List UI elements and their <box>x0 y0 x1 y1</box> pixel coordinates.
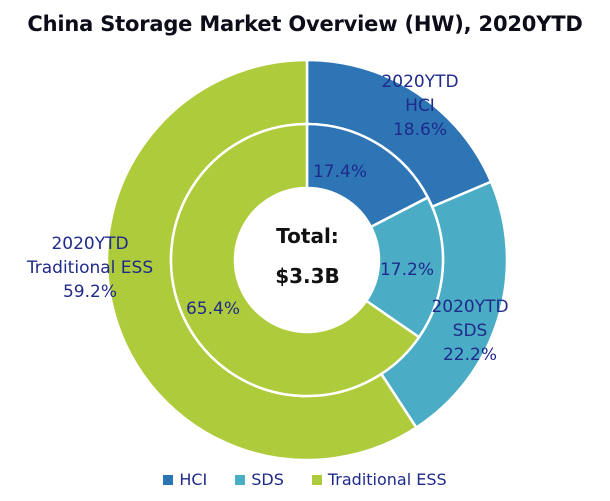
legend-label: Traditional ESS <box>327 470 447 489</box>
label-line: 2020YTD <box>51 234 129 254</box>
inner-label-hci: 17.4% <box>312 162 367 182</box>
label-line: HCI <box>405 96 435 116</box>
outer-label-ess: 2020YTD Traditional ESS 59.2% <box>0 232 180 304</box>
label-value: 18.6% <box>392 120 447 140</box>
inner-ring-segment-traditional-ess <box>169 122 421 398</box>
label-line: SDS <box>452 321 488 341</box>
label-line: Traditional ESS <box>26 258 154 278</box>
outer-label-sds: 2020YTD SDS 22.2% <box>405 295 535 367</box>
legend-item-sds[interactable]: SDS <box>235 470 284 489</box>
label-line: 2020YTD <box>381 72 459 92</box>
legend-label: HCI <box>179 470 208 489</box>
label-value: 59.2% <box>62 282 117 302</box>
legend-item-hci[interactable]: HCI <box>163 470 207 489</box>
legend: HCI SDS Traditional ESS <box>0 470 610 489</box>
label-line: 2020YTD <box>431 297 509 317</box>
inner-label-sds: 17.2% <box>379 260 434 280</box>
label-value: 22.2% <box>442 345 497 365</box>
outer-label-hci: 2020YTD HCI 18.6% <box>355 70 485 142</box>
legend-label: SDS <box>251 470 284 489</box>
chart-title: China Storage Market Overview (HW), 2020… <box>27 12 583 36</box>
legend-item-traditional-ess[interactable]: Traditional ESS <box>311 470 447 489</box>
legend-swatch-icon <box>311 474 322 485</box>
legend-swatch-icon <box>163 474 174 485</box>
center-total-label: Total: <box>276 224 339 248</box>
center-total-value: $3.3B <box>275 264 340 288</box>
legend-swatch-icon <box>235 474 246 485</box>
inner-label-ess: 65.4% <box>185 299 240 319</box>
